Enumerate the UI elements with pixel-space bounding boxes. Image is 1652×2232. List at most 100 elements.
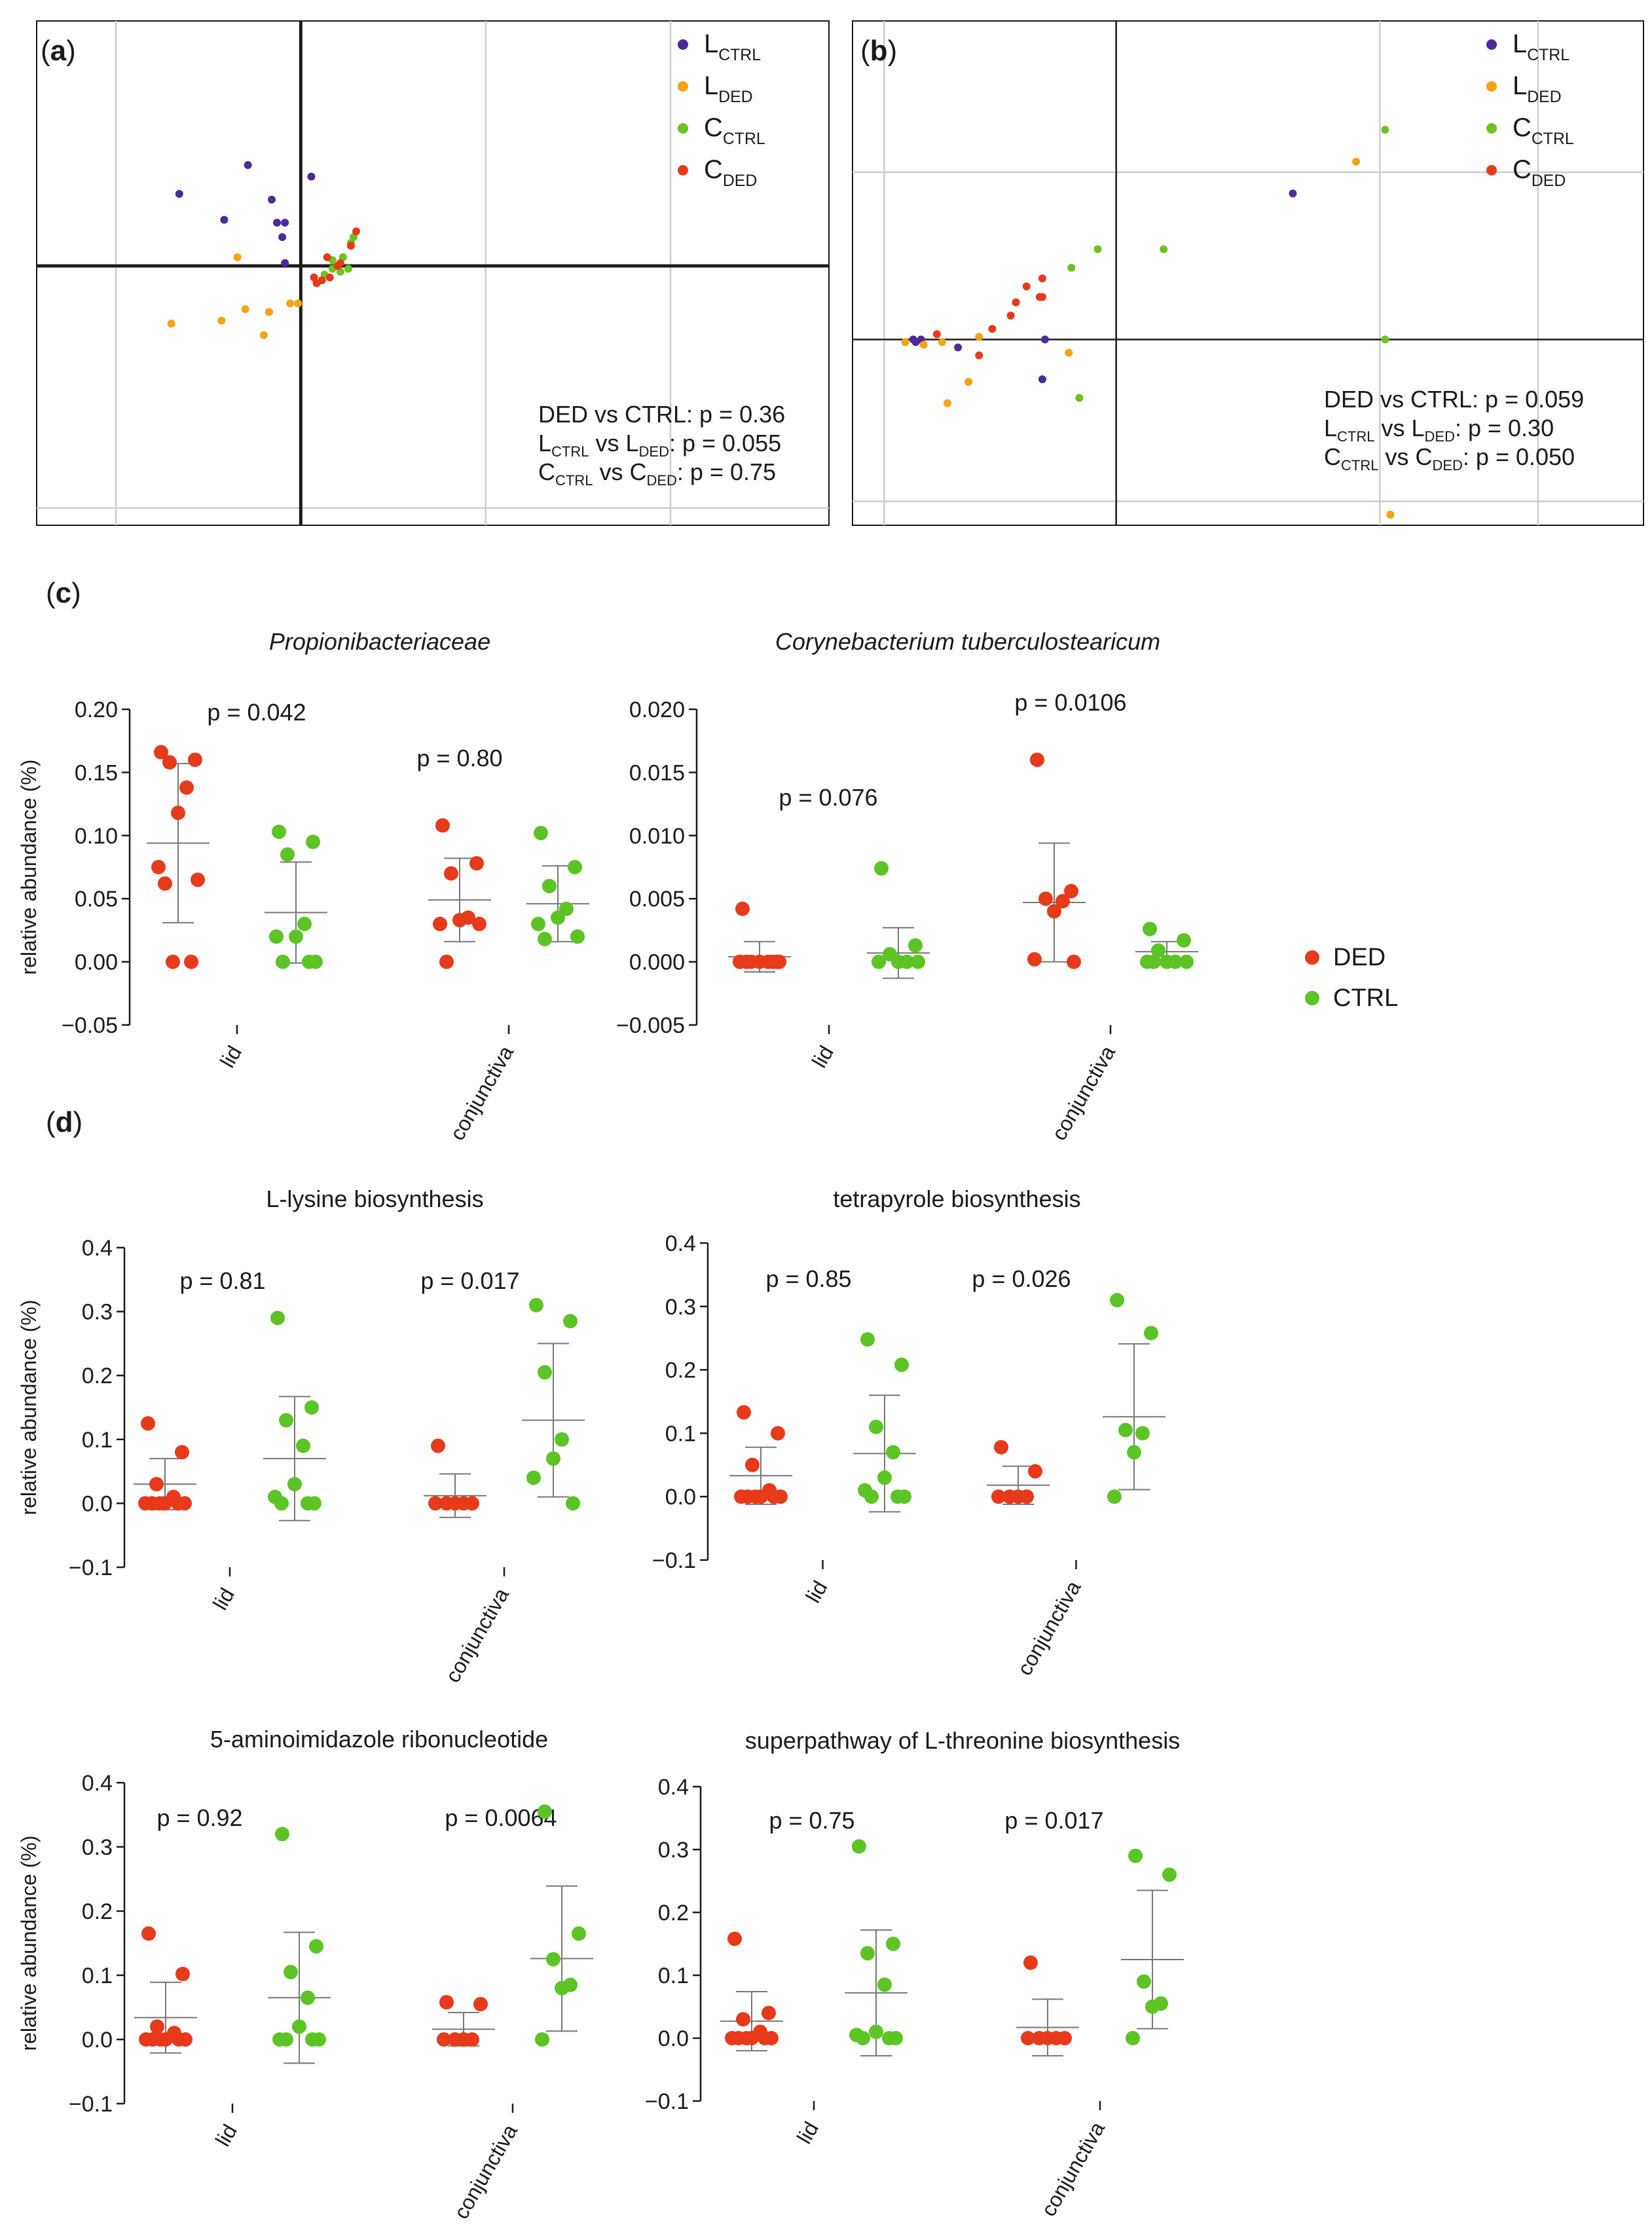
point-l_ded: [919, 341, 928, 349]
category-label: conjunctiva: [1037, 2117, 1109, 2220]
data-point-ded: [748, 1489, 763, 1504]
dotplot-d4: superpathway of L-threonine biosynthesis…: [645, 1727, 1184, 2220]
category-label: conjunctiva: [1047, 1041, 1120, 1144]
data-point-ctrl: [279, 1413, 293, 1428]
p-value-label: p = 0.85: [765, 1265, 851, 1292]
data-point-ctrl: [869, 2024, 883, 2039]
data-point-ded: [767, 1489, 781, 1504]
p-value-label: p = 0.076: [779, 784, 877, 811]
legend-label-c_ctrl-main: C: [704, 113, 723, 142]
p-value-label: p = 0.81: [179, 1267, 265, 1294]
legend-marker-l_ded: [678, 81, 688, 92]
data-point-ctrl: [535, 2032, 549, 2047]
data-point-ctrl: [1127, 1445, 1141, 1460]
data-point-ctrl: [1162, 1867, 1177, 1882]
data-point-ded: [765, 954, 780, 969]
y-tick-label: 0.0: [658, 2026, 689, 2051]
dotplot-d1: L-lysine biosynthesis 0.4 0.3 0.2 0.1 0.0 −0.1…: [17, 1185, 585, 1686]
legend-label-l_ded-main: L: [704, 71, 718, 100]
point-c_ded: [1038, 274, 1046, 283]
point-l_ctrl: [175, 190, 183, 198]
data-point-ctrl: [1145, 2000, 1160, 2014]
data-point-ctrl: [309, 1939, 323, 1954]
data-point-ctrl: [301, 1990, 315, 2005]
data-point-ctrl: [546, 1451, 560, 1466]
data-point-ctrl: [292, 2019, 306, 2034]
dotplot-c2: Corynebacterium tuberculostearicum 0.020 0…: [616, 628, 1198, 1144]
data-point-ctrl: [1179, 954, 1194, 969]
y-tick-label: 0.10: [75, 824, 118, 849]
legend-label-c_ctrl-main: C: [1513, 113, 1532, 142]
y-tick-label: 0.1: [82, 1428, 113, 1453]
data-point-ctrl: [297, 916, 312, 931]
y-tick-label: 0.000: [629, 950, 685, 975]
y-tick-label: −0.1: [69, 1555, 113, 1580]
point-l_ctrl: [281, 259, 289, 267]
point-l_ded: [259, 331, 268, 339]
data-point-ctrl: [1110, 1293, 1124, 1308]
data-point-ded: [439, 954, 454, 969]
data-point-ded: [431, 1438, 445, 1453]
data-point-ded: [452, 912, 467, 927]
point-l_ded: [1065, 348, 1073, 357]
legend-label-ctrl: CTRL: [1333, 984, 1398, 1012]
category-label: lid: [807, 1042, 838, 1072]
point-l_ctrl: [281, 219, 289, 227]
data-point-ctrl: [572, 1926, 586, 1941]
data-point-ctrl: [551, 910, 565, 925]
data-point-ctrl: [1126, 2031, 1140, 2045]
data-point-ded: [191, 872, 205, 887]
p-value-label: p = 0.75: [769, 1807, 854, 1834]
data-point-ctrl: [306, 834, 320, 849]
point-l_ded: [1352, 157, 1361, 166]
y-tick-label: 0.015: [629, 760, 685, 785]
point-l_ded: [265, 308, 273, 316]
data-point-ctrl: [860, 1946, 875, 1961]
point-c_ded: [932, 330, 941, 339]
data-point-ctrl: [534, 825, 548, 840]
point-c_ctrl: [1381, 126, 1389, 134]
point-l_ctrl: [220, 215, 229, 224]
y-tick-label: 0.020: [629, 698, 685, 722]
data-point-ded: [745, 1457, 760, 1472]
point-l_ctrl: [1289, 189, 1297, 198]
data-point-ded: [1064, 884, 1078, 899]
category-label: lid: [792, 2118, 823, 2148]
data-point-ctrl: [1177, 933, 1191, 948]
plot-frame: [36, 20, 830, 526]
legend-label-c_ctrl: CCTRL: [1513, 113, 1574, 148]
data-point-ded: [762, 2005, 776, 2020]
data-point-ctrl: [872, 954, 886, 969]
y-tick-label: 0.010: [629, 824, 685, 849]
data-point-ctrl: [529, 1297, 543, 1312]
data-point-ded: [473, 1997, 488, 2012]
data-point-ded: [175, 1445, 189, 1460]
chart-title: Corynebacterium tuberculostearicum: [775, 628, 1160, 655]
y-tick-label: 0.005: [629, 887, 685, 912]
data-point-ctrl: [869, 1419, 883, 1434]
data-point-ded: [1028, 1464, 1042, 1479]
point-c_ded: [336, 259, 344, 267]
chart-title: L-lysine biosynthesis: [266, 1185, 483, 1212]
data-point-ctrl: [287, 1477, 302, 1492]
data-point-ded: [737, 1405, 751, 1420]
data-point-ded: [758, 2031, 772, 2045]
data-point-ded: [739, 954, 754, 969]
point-l_ded: [938, 338, 946, 346]
data-point-ded: [150, 2019, 164, 2034]
data-point-ctrl: [566, 1496, 580, 1511]
point-c_ded: [323, 253, 331, 261]
point-c_ctrl: [344, 265, 352, 273]
point-c_ded: [1022, 282, 1031, 291]
data-point-ctrl: [886, 1937, 900, 1951]
point-c_ctrl: [1381, 335, 1389, 344]
data-point-ded: [166, 954, 180, 969]
data-point-ded: [736, 2012, 750, 2027]
data-point-ctrl: [891, 954, 906, 969]
data-point-ded: [469, 856, 484, 871]
category-label: lid: [801, 1577, 832, 1607]
data-point-ctrl: [570, 929, 585, 944]
data-point-ded: [162, 754, 177, 770]
data-point-ded: [1047, 904, 1061, 919]
